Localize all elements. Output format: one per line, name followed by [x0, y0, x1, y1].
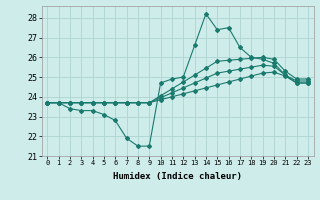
X-axis label: Humidex (Indice chaleur): Humidex (Indice chaleur) — [113, 172, 242, 181]
